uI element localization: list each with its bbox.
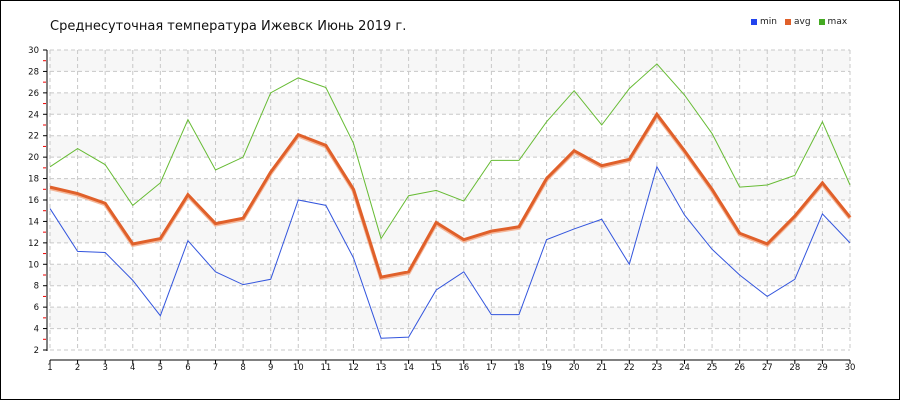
- legend-item-avg: avg: [784, 17, 811, 27]
- y-tick-label: 6: [34, 303, 39, 313]
- x-tick-label: 24: [679, 363, 690, 373]
- series-line-min: [49, 165, 851, 339]
- x-tick-label: 25: [707, 363, 718, 373]
- grid-band: [50, 50, 850, 72]
- legend-swatch-avg: [784, 19, 791, 25]
- legend-item-max: max: [818, 17, 848, 27]
- x-tick-label: 4: [130, 363, 135, 373]
- y-tick-label: 24: [28, 110, 39, 120]
- x-tick-label: 19: [541, 363, 552, 373]
- x-tick-label: 5: [158, 363, 163, 373]
- x-tick-label: 18: [514, 363, 525, 373]
- y-tick-label: 14: [28, 217, 39, 227]
- legend-item-min: min: [751, 17, 777, 27]
- x-tick-label: 26: [734, 363, 745, 373]
- y-tick-label: 4: [34, 325, 39, 335]
- legend-label-min: min: [760, 17, 777, 27]
- x-tick-label: 2: [75, 363, 80, 373]
- grid-band: [50, 135, 850, 158]
- y-tick-label: 16: [28, 196, 39, 206]
- grid-band: [50, 178, 850, 200]
- x-tick-label: 10: [293, 363, 304, 373]
- legend-swatch-max: [818, 19, 825, 25]
- y-tick-label: 26: [28, 89, 39, 99]
- x-tick-label: 22: [624, 363, 635, 373]
- x-tick-label: 29: [817, 363, 828, 373]
- legend-swatch-min: [751, 19, 757, 25]
- x-tick-label: 16: [458, 363, 469, 373]
- y-tick-label: 28: [28, 67, 39, 77]
- legend-label-max: max: [827, 17, 848, 27]
- grid-band: [50, 307, 850, 329]
- x-tick-label: 14: [403, 363, 414, 373]
- y-tick-label: 30: [28, 46, 39, 56]
- series-line-avg: [49, 111, 852, 279]
- x-tick-label: 6: [185, 363, 190, 373]
- grid-band: [50, 264, 850, 286]
- x-tick-label: 9: [268, 363, 273, 373]
- x-tick-label: 30: [845, 363, 856, 373]
- x-tick-label: 20: [569, 363, 580, 373]
- y-tick-label: 2: [34, 346, 39, 356]
- x-tick-label: 12: [348, 363, 359, 373]
- x-tick-label: 21: [596, 363, 607, 373]
- y-tick-label: 10: [28, 260, 39, 270]
- x-tick-label: 23: [651, 363, 662, 373]
- x-tick-label: 17: [486, 363, 497, 373]
- x-tick-label: 27: [762, 363, 773, 373]
- x-tick-label: 7: [213, 363, 218, 373]
- x-tick-label: 15: [431, 363, 442, 373]
- grid-band: [50, 92, 850, 115]
- x-tick-label: 1: [47, 363, 52, 373]
- x-tick-label: 11: [320, 363, 331, 373]
- y-tick-label: 22: [28, 132, 39, 142]
- y-tick-label: 8: [34, 282, 39, 292]
- chart-title: Среднесуточная температура Ижевск Июнь 2…: [50, 19, 407, 34]
- x-tick-label: 28: [789, 363, 800, 373]
- y-tick-label: 18: [28, 175, 39, 185]
- legend-label-avg: avg: [793, 17, 811, 27]
- y-tick-label: 12: [28, 239, 39, 249]
- x-tick-label: 3: [102, 363, 107, 373]
- y-tick-label: 20: [28, 153, 39, 163]
- x-tick-label: 13: [376, 363, 387, 373]
- series-line-max: [49, 63, 851, 240]
- x-tick-label: 8: [240, 363, 245, 373]
- legend: min avg max: [751, 17, 847, 27]
